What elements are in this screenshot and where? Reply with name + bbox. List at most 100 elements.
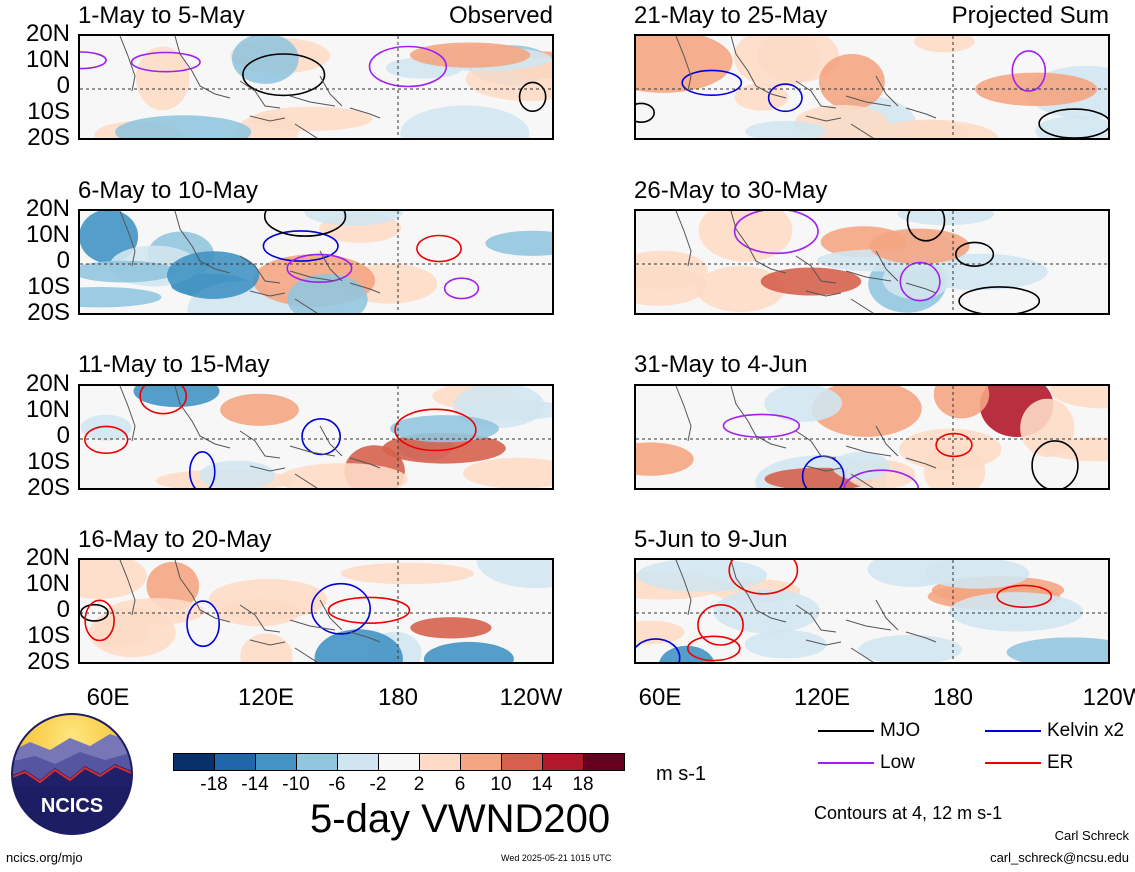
negative-anomaly-shading bbox=[133, 386, 220, 408]
colorbar-swatch bbox=[542, 753, 584, 771]
colorbar-tick-label: -18 bbox=[200, 774, 228, 795]
colorbar-tick-label: 18 bbox=[572, 774, 594, 795]
legend-swatch-er bbox=[985, 762, 1041, 764]
positive-anomaly-shading bbox=[1043, 437, 1108, 462]
negative-anomaly-shading bbox=[485, 230, 552, 256]
coastline bbox=[675, 36, 937, 138]
negative-anomaly-shading bbox=[314, 629, 403, 662]
colorbar-tick-label: -6 bbox=[328, 774, 346, 795]
positive-anomaly-shading bbox=[240, 633, 293, 662]
anomaly-map-panel bbox=[634, 558, 1110, 664]
positive-anomaly-shading bbox=[636, 266, 707, 306]
er-contour bbox=[687, 635, 741, 662]
kelvin-contour bbox=[636, 638, 681, 662]
positive-anomaly-shading bbox=[696, 266, 785, 312]
positive-anomaly-shading bbox=[733, 36, 821, 88]
xlabel-120e: 120E bbox=[237, 684, 295, 711]
colorbar-tick-label: -2 bbox=[369, 774, 387, 795]
latitude-label: 20N bbox=[25, 20, 70, 47]
kelvin-contour bbox=[262, 230, 339, 262]
latitude-label: 10N bbox=[25, 46, 70, 73]
latitude-label: 10S bbox=[27, 273, 70, 300]
colorbar-units: m s-1 bbox=[656, 763, 706, 785]
positive-anomaly-shading bbox=[410, 617, 492, 639]
xlabel-180-right: 180 bbox=[932, 684, 974, 711]
negative-anomaly-shading bbox=[462, 399, 552, 421]
colorbar-swatch bbox=[460, 753, 502, 771]
colorbar-swatch bbox=[173, 753, 215, 771]
xlabel-120w-right: 120W bbox=[1082, 684, 1135, 711]
latitude-label: 0 bbox=[56, 596, 70, 623]
negative-anomaly-shading bbox=[897, 211, 995, 226]
legend-swatch-kelvin bbox=[985, 730, 1041, 732]
positive-anomaly-shading bbox=[278, 463, 408, 488]
latitude-label: 0 bbox=[56, 72, 70, 99]
negative-anomaly-shading bbox=[167, 251, 260, 299]
panel-title: 16-May to 20-May bbox=[78, 526, 272, 553]
low-contour bbox=[843, 469, 920, 488]
kelvin-contour bbox=[301, 417, 342, 456]
mjo-contour bbox=[1031, 440, 1079, 488]
negative-anomaly-shading bbox=[1006, 637, 1108, 662]
low-contour bbox=[1011, 50, 1047, 92]
kelvin-contour bbox=[681, 69, 743, 97]
positive-anomaly-shading bbox=[1050, 386, 1108, 409]
latitude-label: 10S bbox=[27, 98, 70, 125]
footer-url: ncics.org/mjo bbox=[6, 850, 83, 865]
xlabel-120w: 120W bbox=[499, 684, 563, 711]
positive-anomaly-shading bbox=[734, 83, 789, 111]
panel-title: 26-May to 30-May bbox=[634, 177, 828, 204]
ncics-logo: NCICS bbox=[10, 712, 134, 836]
negative-anomaly-shading bbox=[304, 211, 403, 226]
panel-title: 5-Jun to 9-Jun bbox=[634, 526, 788, 553]
er-contour bbox=[84, 599, 115, 642]
positive-anomaly-shading bbox=[340, 562, 475, 585]
colorbar-swatch bbox=[255, 753, 297, 771]
positive-anomaly-shading bbox=[93, 615, 148, 647]
negative-anomaly-shading bbox=[80, 287, 162, 308]
mjo-contour bbox=[242, 53, 326, 97]
er-contour bbox=[697, 604, 744, 646]
er-contour bbox=[416, 234, 462, 263]
negative-anomaly-shading bbox=[636, 560, 768, 592]
positive-anomaly-shading bbox=[698, 211, 793, 262]
negative-anomaly-shading bbox=[882, 259, 951, 300]
negative-anomaly-shading bbox=[713, 589, 820, 634]
panel-title: 31-May to 4-Jun bbox=[634, 351, 808, 378]
colorbar-tick-label: -14 bbox=[241, 774, 269, 795]
legend-label-low: Low bbox=[880, 752, 915, 773]
latitude-label: 20S bbox=[27, 124, 70, 151]
positive-anomaly-shading bbox=[861, 119, 999, 138]
latitude-label: 10S bbox=[27, 622, 70, 649]
positive-anomaly-shading bbox=[80, 560, 147, 599]
negative-anomaly-shading bbox=[659, 645, 715, 662]
latitude-label: 0 bbox=[56, 247, 70, 274]
main-title: 5-day VWND200 bbox=[310, 797, 611, 841]
negative-anomaly-shading bbox=[390, 415, 499, 443]
er-contour bbox=[394, 408, 477, 452]
colorbar-tick-label: -10 bbox=[282, 774, 310, 795]
low-contour bbox=[80, 51, 107, 70]
low-contour bbox=[722, 413, 801, 438]
anomaly-map-panel bbox=[78, 34, 554, 140]
panel-title: 21-May to 25-May bbox=[634, 2, 828, 29]
negative-anomaly-shading bbox=[949, 592, 1084, 632]
footer-author: Carl Schreck bbox=[1054, 828, 1129, 843]
negative-anomaly-shading bbox=[745, 120, 827, 138]
low-contour bbox=[286, 253, 353, 284]
negative-anomaly-shading bbox=[423, 641, 514, 662]
positive-anomaly-shading bbox=[463, 457, 552, 488]
coastline bbox=[119, 386, 381, 488]
anomaly-map-panel bbox=[78, 209, 554, 315]
xlabel-60e: 60E bbox=[86, 684, 130, 711]
anomaly-map-panel bbox=[634, 209, 1110, 315]
positive-anomaly-shading bbox=[382, 433, 506, 464]
positive-anomaly-shading bbox=[251, 106, 373, 131]
anomaly-map-panel bbox=[78, 558, 554, 664]
low-contour bbox=[130, 51, 201, 73]
latitude-label: 20N bbox=[25, 195, 70, 222]
positive-anomaly-shading bbox=[410, 42, 531, 68]
colorbar-tick-label: 6 bbox=[454, 774, 466, 795]
coastline bbox=[675, 386, 937, 488]
er-contour bbox=[84, 425, 129, 455]
